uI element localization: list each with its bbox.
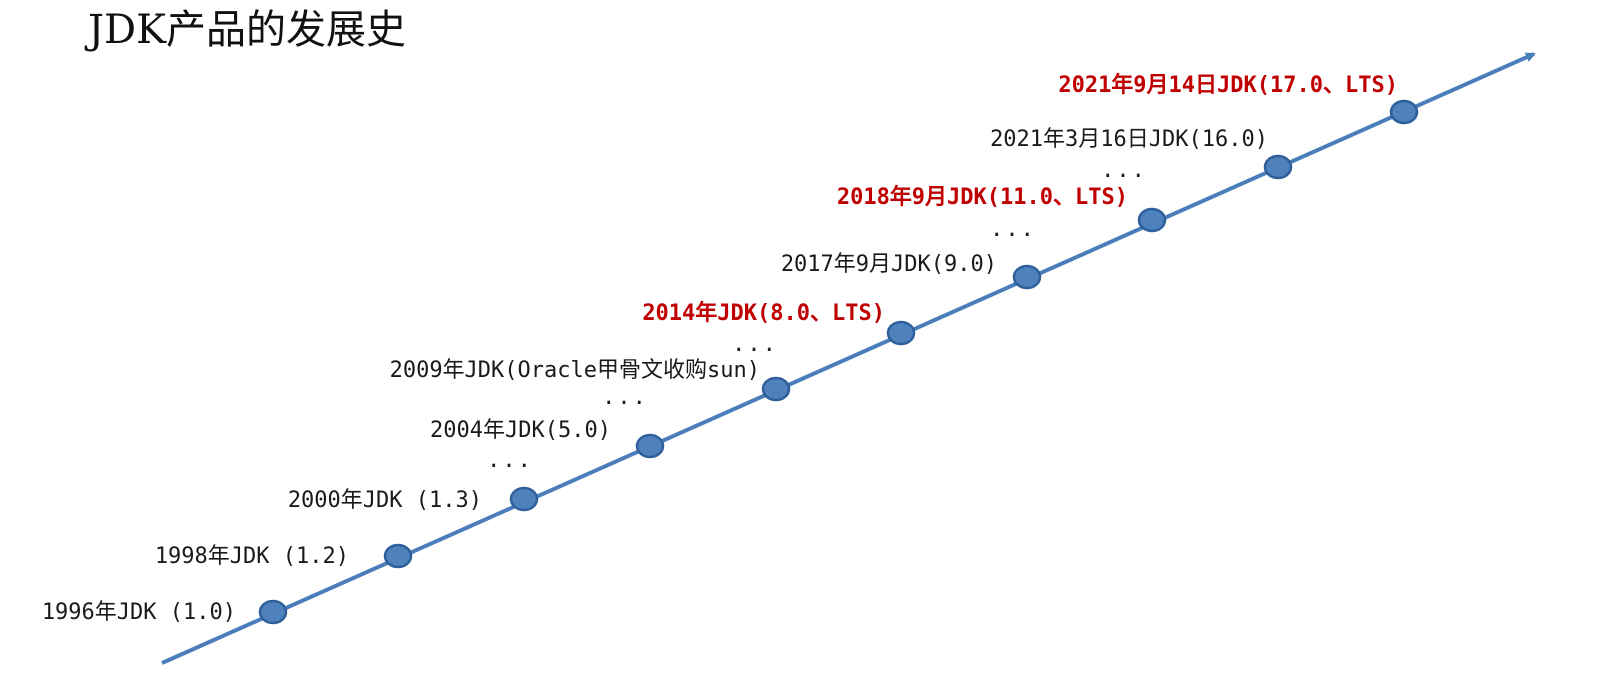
timeline-axis — [161, 52, 1536, 665]
milestone-node — [258, 599, 288, 625]
milestone-node — [1012, 264, 1042, 290]
milestone-label-1998: 1998年JDK (1.2) — [154, 544, 349, 569]
milestone-label-2021-sep: 2021年9月14日JDK(17.0、LTS) — [1058, 73, 1398, 98]
milestone-label-2017: 2017年9月JDK(9.0) — [780, 252, 997, 277]
milestone-label-2004: 2004年JDK(5.0) — [430, 418, 611, 443]
ellipsis-marker: ... — [732, 332, 778, 357]
milestone-node — [761, 376, 791, 402]
milestone-label-2009: 2009年JDK(Oracle甲骨文收购sun) — [389, 358, 760, 383]
milestone-node — [635, 433, 665, 459]
ellipsis-marker: ... — [487, 448, 533, 473]
milestone-label-2021-mar: 2021年3月16日JDK(16.0) — [990, 127, 1268, 152]
ellipsis-marker: ... — [602, 385, 648, 410]
milestone-node — [1263, 154, 1293, 180]
milestone-label-2000: 2000年JDK (1.3) — [287, 488, 482, 513]
milestone-label-2014: 2014年JDK(8.0、LTS) — [642, 301, 885, 326]
milestone-label-2018: 2018年9月JDK(11.0、LTS) — [836, 185, 1128, 210]
milestone-node — [1389, 99, 1419, 125]
milestone-nodes — [258, 99, 1419, 625]
ellipsis-marker: ... — [990, 217, 1036, 242]
milestone-node — [383, 543, 413, 569]
milestone-node — [886, 320, 916, 346]
milestone-label-1996: 1996年JDK (1.0) — [41, 600, 236, 625]
milestone-node — [509, 486, 539, 512]
ellipsis-marker: ... — [1101, 158, 1147, 183]
milestone-node — [1137, 207, 1167, 233]
page-title: JDK产品的发展史 — [88, 7, 406, 53]
